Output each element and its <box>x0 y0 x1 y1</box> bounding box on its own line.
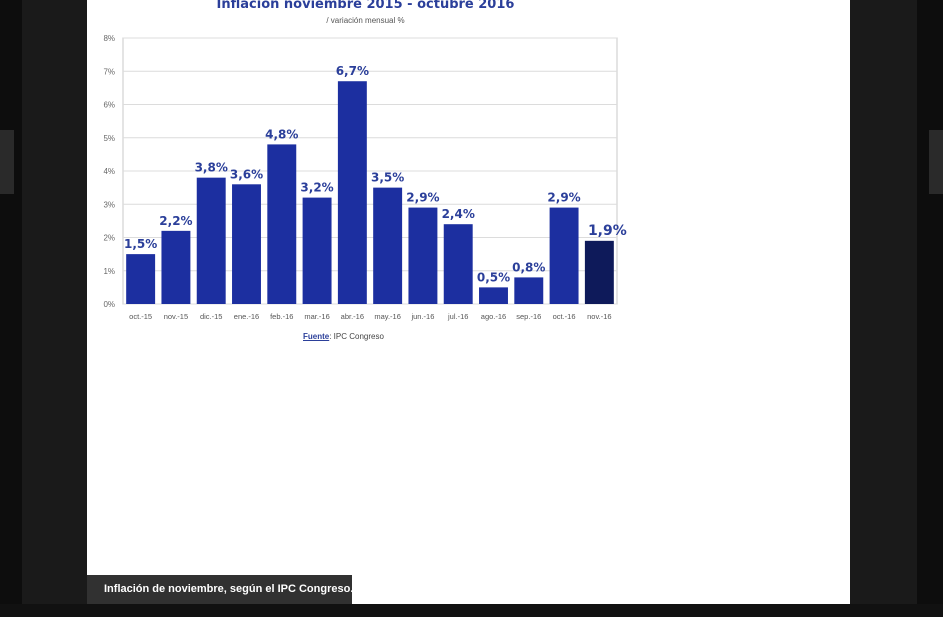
data-label: 6,7% <box>336 64 369 78</box>
bar <box>479 287 508 304</box>
data-label: 2,9% <box>547 191 580 205</box>
y-tick-label: 1% <box>103 267 115 276</box>
image-canvas: Inflación noviembre 2015 - octubre 2016 … <box>87 0 850 604</box>
x-tick-label: oct.-15 <box>129 312 152 321</box>
inflation-bar-chart: 0% 1% 2% 3% 4% 5% 6% 7% 8% 1,5% oct.-15 2,2% nov.-15… <box>103 34 627 321</box>
bar <box>337 81 367 304</box>
data-label: 2,9% <box>406 191 439 205</box>
data-label: 3,2% <box>300 181 333 195</box>
x-tick-label: feb.-16 <box>270 312 293 321</box>
bar <box>302 197 332 304</box>
data-label: 3,8% <box>195 161 228 175</box>
y-tick-label: 6% <box>103 101 115 110</box>
x-tick-label: oct.-16 <box>553 312 576 321</box>
x-tick-label: nov.-15 <box>164 312 188 321</box>
data-label: 0,5% <box>477 270 510 284</box>
data-label: 1,5% <box>124 237 157 251</box>
bar <box>373 187 403 304</box>
data-label: 4,8% <box>265 127 298 141</box>
bar <box>514 277 544 304</box>
bar <box>232 184 261 304</box>
y-tick-label: 5% <box>103 134 115 143</box>
x-tick-label: ago.-16 <box>481 312 506 321</box>
bar <box>584 240 614 304</box>
x-tick-label: ene.-16 <box>234 312 259 321</box>
bar <box>126 254 156 304</box>
y-tick-label: 0% <box>103 300 115 309</box>
y-tick-label: 7% <box>103 67 115 76</box>
y-tick-label: 8% <box>103 34 115 43</box>
bar <box>549 207 579 304</box>
x-tick-label: jul.-16 <box>447 312 468 321</box>
source-text: : IPC Congreso <box>329 332 384 341</box>
y-tick-label: 4% <box>103 167 115 176</box>
x-tick-label: dic.-15 <box>200 312 223 321</box>
data-label: 0,8% <box>512 260 545 274</box>
y-tick-label: 3% <box>103 200 115 209</box>
y-tick-label: 2% <box>103 234 115 243</box>
chart-subtitle: / variación mensual % <box>326 16 405 25</box>
data-label: 3,6% <box>230 167 263 181</box>
bottom-band <box>0 604 943 617</box>
image-caption: Inflación de noviembre, según el IPC Con… <box>87 575 353 604</box>
x-tick-label: abr.-16 <box>341 312 364 321</box>
bar <box>408 207 438 304</box>
data-label: 1,9% <box>588 223 627 239</box>
x-tick-label: sep.-16 <box>516 312 541 321</box>
prev-arrow[interactable] <box>0 130 14 194</box>
data-label: 2,2% <box>159 214 192 228</box>
data-label: 3,5% <box>371 171 404 185</box>
next-arrow[interactable] <box>929 130 943 194</box>
bar <box>196 177 226 304</box>
right-margin <box>917 0 943 617</box>
x-tick-label: may.-16 <box>374 312 401 321</box>
data-label: 2,4% <box>442 207 475 221</box>
chart-source: Fuente: IPC Congreso <box>303 332 384 341</box>
left-margin <box>0 0 22 617</box>
bar <box>267 144 297 304</box>
x-tick-label: jun.-16 <box>410 312 434 321</box>
source-label: Fuente <box>303 332 330 341</box>
bar <box>161 230 191 304</box>
chart-title: Inflación noviembre 2015 - octubre 2016 <box>216 0 515 12</box>
x-tick-label: nov.-16 <box>587 312 611 321</box>
bar <box>443 224 473 304</box>
x-tick-label: mar.-16 <box>304 312 329 321</box>
